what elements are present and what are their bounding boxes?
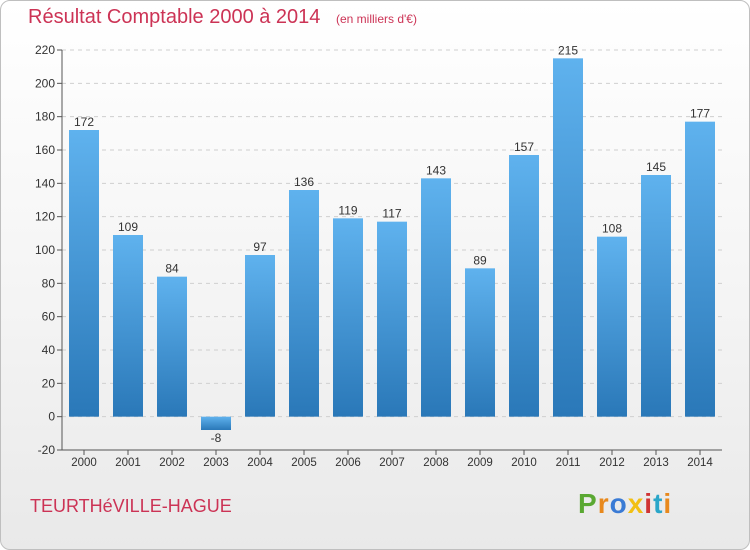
- y-tick-label: 120: [35, 210, 55, 224]
- data-label: 117: [382, 207, 401, 221]
- brand-letter: P: [578, 488, 598, 519]
- bar: [421, 178, 451, 417]
- x-tick-label: 2000: [71, 457, 97, 469]
- bar: [597, 236, 627, 417]
- bar: [157, 276, 187, 417]
- data-label: -8: [211, 431, 222, 445]
- y-tick-label: 140: [35, 176, 55, 190]
- bar: [201, 416, 231, 430]
- y-tick-label: -20: [38, 443, 56, 457]
- y-tick-label: 180: [35, 110, 55, 124]
- data-label: 143: [426, 163, 446, 177]
- y-tick-label: 100: [35, 243, 55, 257]
- x-tick-label: 2003: [203, 457, 229, 469]
- chart-title: Résultat Comptable 2000 à 2014 (en milli…: [28, 6, 417, 29]
- brand-letter: x: [627, 488, 645, 519]
- data-label: 145: [646, 160, 666, 174]
- x-tick-label: 2010: [511, 457, 537, 469]
- brand-letter: r: [597, 488, 610, 519]
- bar: [377, 221, 407, 417]
- y-tick-label: 160: [35, 143, 55, 157]
- title-text: Résultat Comptable 2000 à 2014: [28, 6, 321, 28]
- bar: [245, 255, 275, 417]
- town-name: TEURTHéVILLE-HAGUE: [30, 496, 232, 516]
- x-tick-label: 2008: [423, 457, 449, 469]
- y-tick-label: 40: [42, 343, 56, 357]
- x-tick-label: 2014: [687, 457, 713, 469]
- data-label: 177: [690, 107, 710, 121]
- bar: [509, 155, 539, 417]
- x-tick-label: 2012: [599, 457, 625, 469]
- data-label: 157: [514, 140, 534, 154]
- bar: [333, 218, 363, 417]
- data-label: 119: [338, 203, 357, 217]
- axes: -20 0 20 40 60 80 100 120 140 160 180 200 220 2000 200…: [35, 43, 722, 469]
- brand-letter: i: [663, 488, 673, 519]
- y-tick-label: 220: [35, 43, 55, 57]
- y-tick-label: 20: [42, 376, 56, 390]
- brand-letter: o: [609, 488, 628, 519]
- data-label: 215: [558, 43, 578, 57]
- y-tick-label: 200: [35, 76, 55, 90]
- bar: [641, 175, 671, 417]
- bar: [553, 58, 583, 417]
- bar: [113, 235, 143, 417]
- data-label: 136: [294, 175, 314, 189]
- y-tick-label: 60: [42, 310, 56, 324]
- data-label: 84: [165, 262, 179, 276]
- x-tick-label: 2002: [159, 457, 185, 469]
- brand-letter: i: [644, 488, 654, 519]
- x-tick-label: 2001: [115, 457, 141, 469]
- x-tick-label: 2005: [291, 457, 317, 469]
- data-label: 89: [473, 253, 487, 267]
- x-tick-label: 2011: [556, 457, 581, 469]
- x-tick-label: 2013: [643, 457, 669, 469]
- y-tick-label: 80: [42, 276, 56, 290]
- bar: [69, 130, 99, 417]
- x-tick-label: 2009: [467, 457, 493, 469]
- data-label: 97: [253, 240, 267, 254]
- brand-letter: t: [653, 488, 664, 519]
- bar: [465, 268, 495, 417]
- brand-logo: Proxiti: [578, 488, 672, 520]
- x-tick-label: 2006: [335, 457, 361, 469]
- bar: [685, 121, 715, 417]
- bar: [289, 190, 319, 417]
- x-tick-label: 2004: [247, 457, 273, 469]
- bars: 172 109 84 -8 97 136 119 117 143 89 157 215 108 145 17…: [69, 43, 715, 445]
- data-label: 108: [602, 222, 622, 236]
- data-label: 172: [74, 115, 94, 129]
- data-label: 109: [118, 220, 138, 234]
- title-unit: (en milliers d'€): [335, 12, 417, 26]
- y-tick-label: 0: [48, 410, 55, 424]
- x-tick-label: 2007: [379, 457, 405, 469]
